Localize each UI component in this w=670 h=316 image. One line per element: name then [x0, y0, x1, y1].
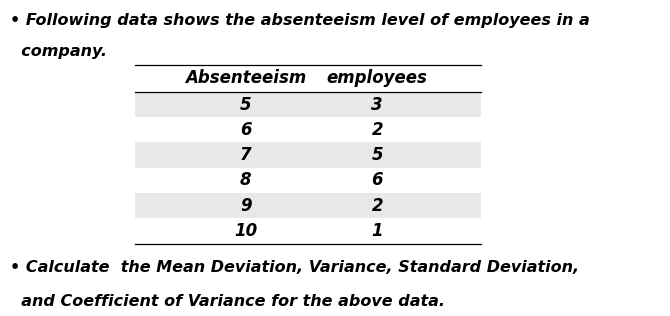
- Text: • Calculate  the Mean Deviation, Variance, Standard Deviation,: • Calculate the Mean Deviation, Variance…: [10, 260, 580, 275]
- Text: 7: 7: [240, 146, 252, 164]
- Text: 6: 6: [371, 171, 383, 189]
- Text: employees: employees: [327, 70, 427, 88]
- Text: 8: 8: [240, 171, 252, 189]
- Text: 9: 9: [240, 197, 252, 215]
- Bar: [135, 193, 481, 218]
- Text: 1: 1: [371, 222, 383, 240]
- Text: 3: 3: [371, 95, 383, 113]
- Text: 5: 5: [240, 95, 252, 113]
- Text: and Coefficient of Variance for the above data.: and Coefficient of Variance for the abov…: [10, 294, 445, 309]
- Text: Absenteeism: Absenteeism: [186, 70, 306, 88]
- Text: 2: 2: [371, 121, 383, 139]
- Bar: [135, 92, 481, 117]
- Text: • Following data shows the absenteeism level of employees in a: • Following data shows the absenteeism l…: [10, 13, 590, 28]
- Text: 5: 5: [371, 146, 383, 164]
- Bar: [135, 143, 481, 168]
- Text: 6: 6: [240, 121, 252, 139]
- Text: company.: company.: [10, 44, 107, 59]
- Text: 2: 2: [371, 197, 383, 215]
- Text: 10: 10: [234, 222, 257, 240]
